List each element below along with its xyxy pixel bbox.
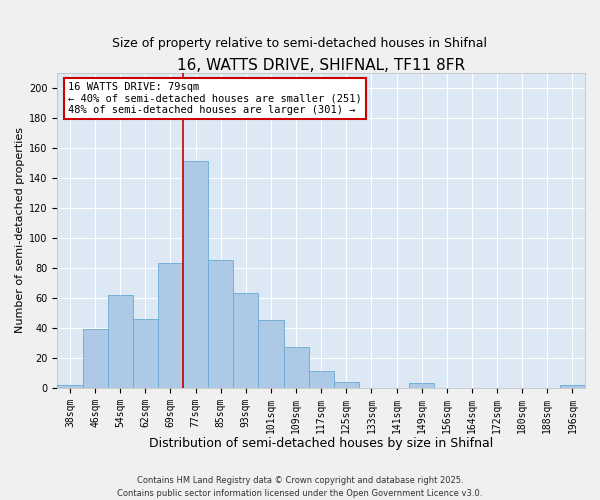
Text: Size of property relative to semi-detached houses in Shifnal: Size of property relative to semi-detach… xyxy=(113,38,487,51)
Bar xyxy=(308,372,334,388)
Bar xyxy=(107,295,133,388)
Bar xyxy=(259,320,284,388)
Title: 16, WATTS DRIVE, SHIFNAL, TF11 8FR: 16, WATTS DRIVE, SHIFNAL, TF11 8FR xyxy=(177,58,465,72)
Bar xyxy=(133,319,158,388)
X-axis label: Distribution of semi-detached houses by size in Shifnal: Distribution of semi-detached houses by … xyxy=(149,437,493,450)
Bar xyxy=(334,382,359,388)
Bar xyxy=(560,385,585,388)
Bar xyxy=(58,385,83,388)
Bar xyxy=(158,263,183,388)
Bar xyxy=(233,294,259,388)
Text: 16 WATTS DRIVE: 79sqm
← 40% of semi-detached houses are smaller (251)
48% of sem: 16 WATTS DRIVE: 79sqm ← 40% of semi-deta… xyxy=(68,82,362,115)
Bar xyxy=(284,348,308,388)
Text: Contains HM Land Registry data © Crown copyright and database right 2025.
Contai: Contains HM Land Registry data © Crown c… xyxy=(118,476,482,498)
Bar xyxy=(208,260,233,388)
Bar xyxy=(83,330,107,388)
Y-axis label: Number of semi-detached properties: Number of semi-detached properties xyxy=(15,127,25,333)
Bar xyxy=(183,161,208,388)
Bar xyxy=(409,384,434,388)
